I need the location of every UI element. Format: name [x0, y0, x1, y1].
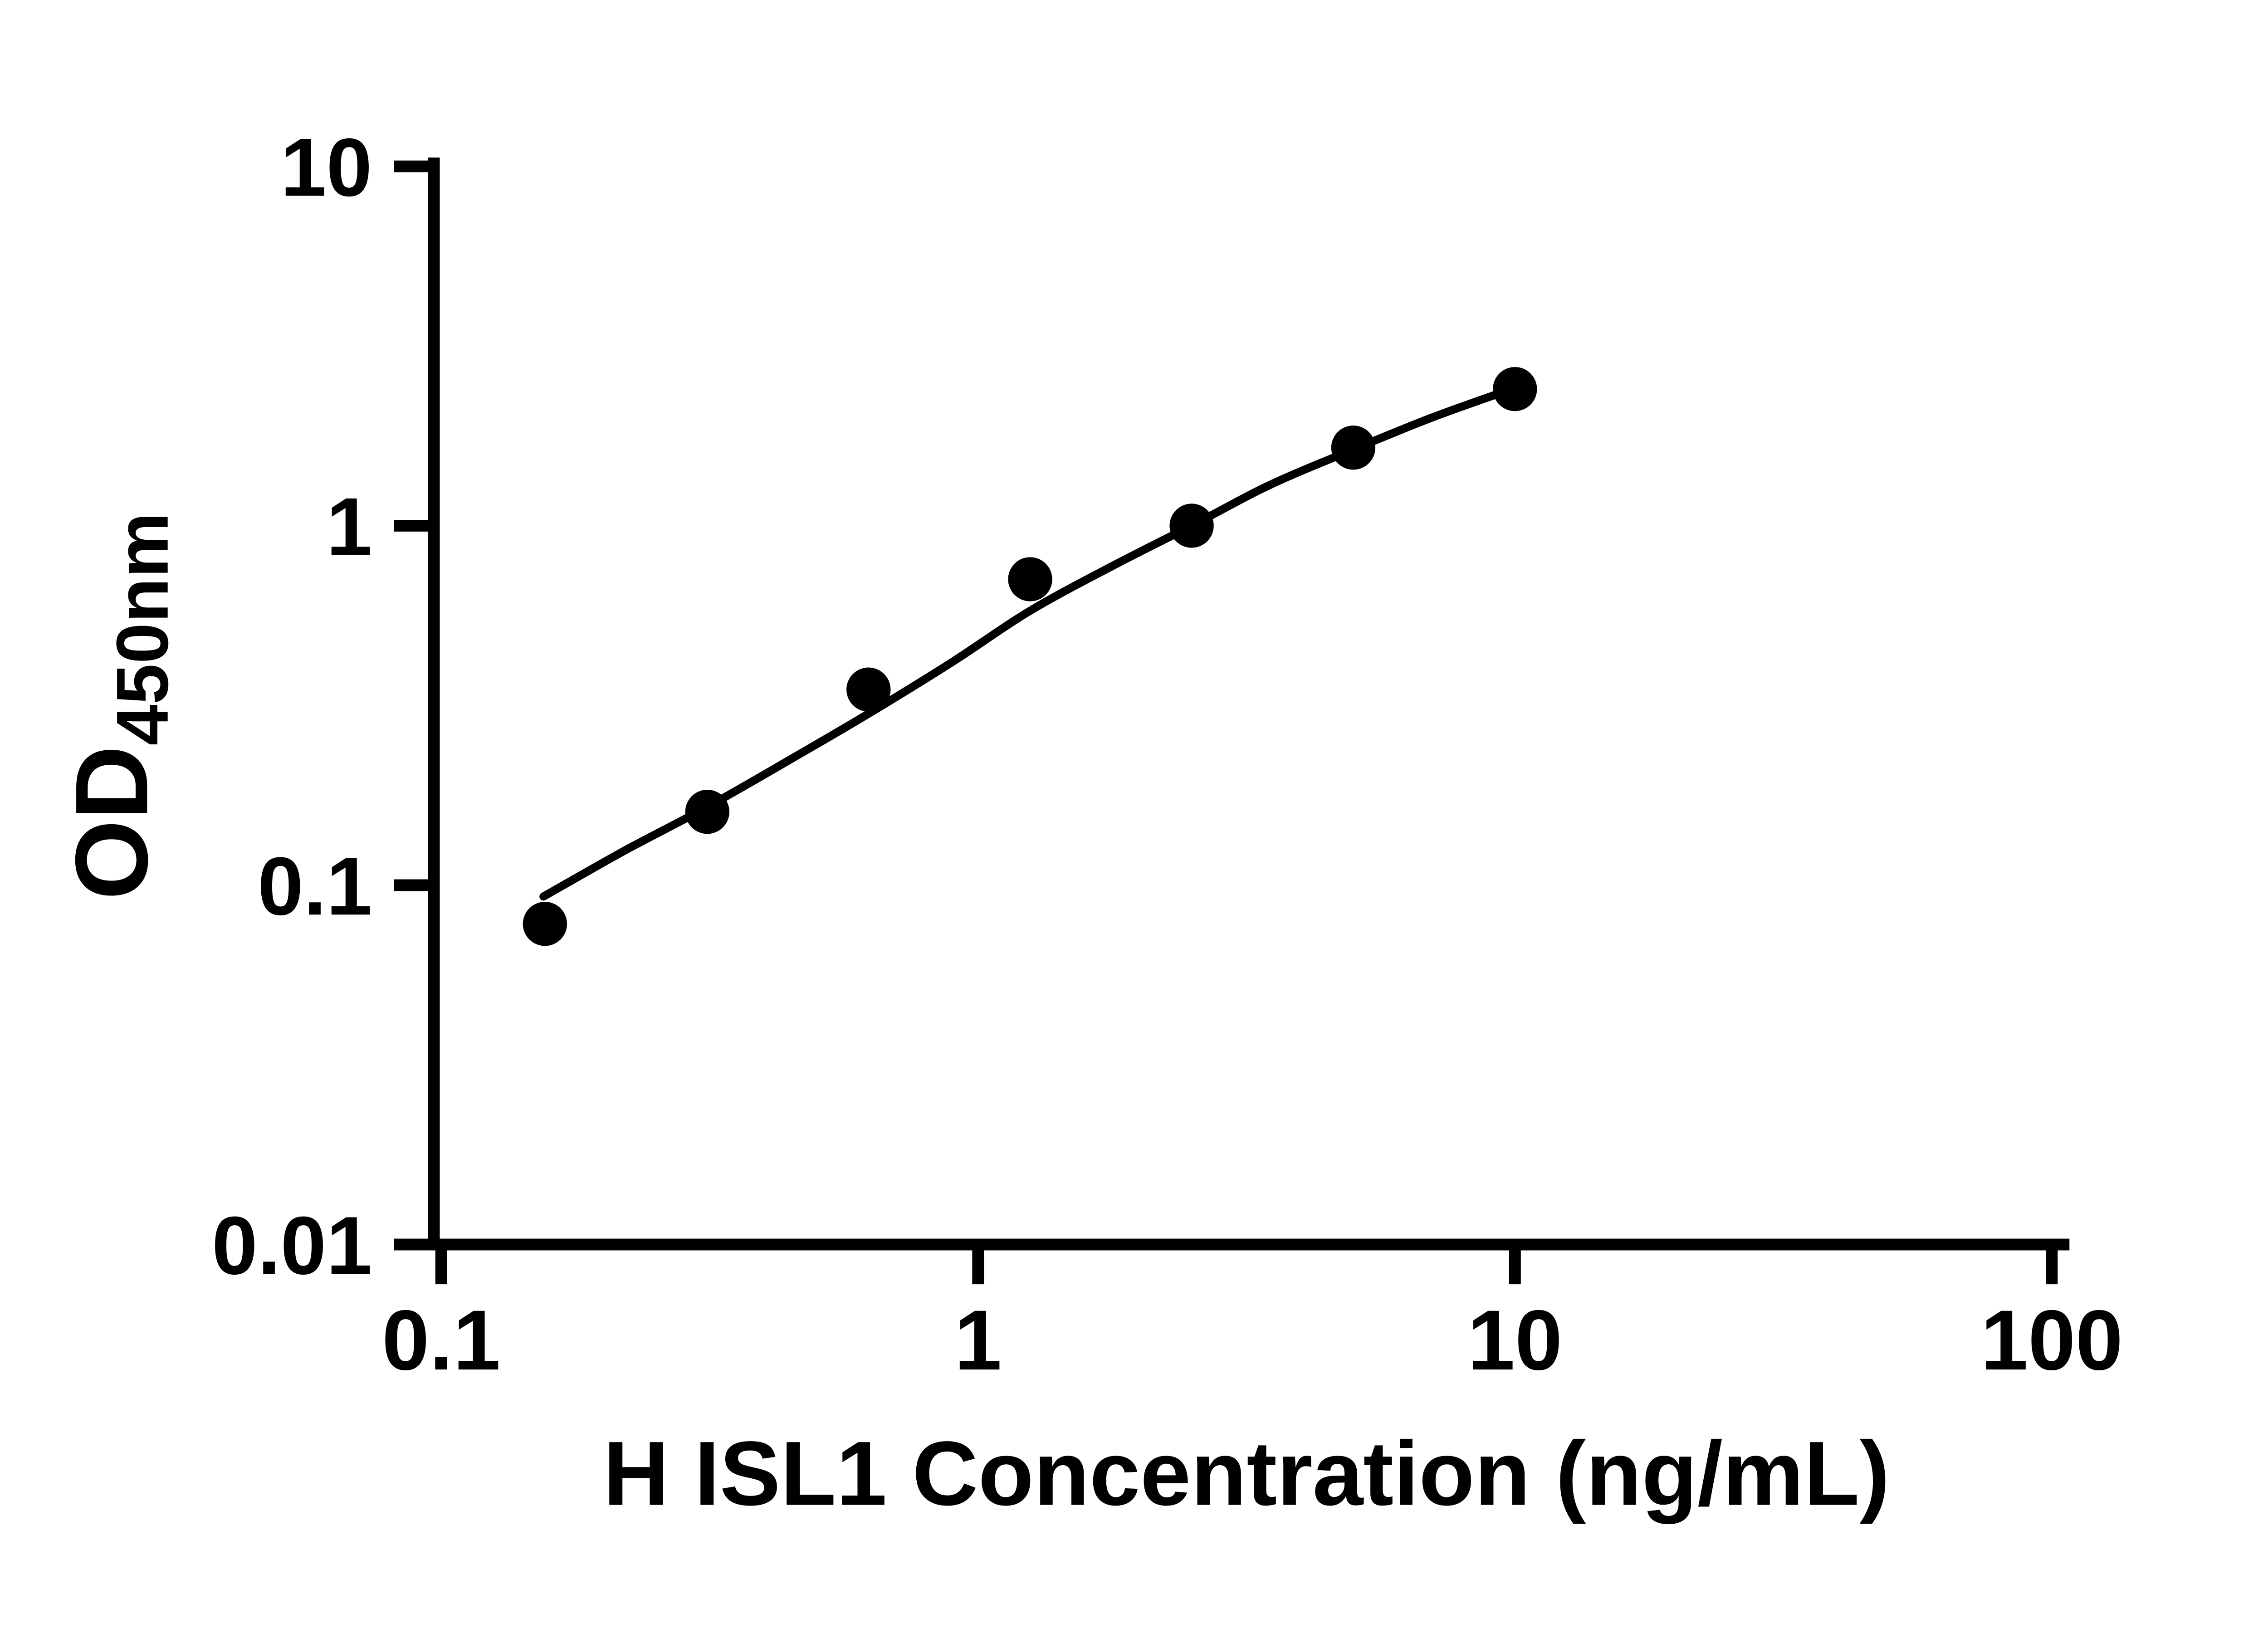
data-point [523, 902, 567, 946]
x-axis-title: H ISL1 Concentration (ng/mL) [603, 1423, 1890, 1525]
data-point [1008, 557, 1052, 601]
data-point [1493, 367, 1537, 411]
y-axis-title-subscript: 450nm [102, 513, 184, 746]
data-point [685, 789, 729, 834]
y-axis-title: OD450nm [54, 513, 183, 900]
y-tick-label: 1 [326, 481, 372, 573]
data-point [1331, 425, 1376, 470]
x-tick-label: 100 [1980, 1292, 2123, 1388]
data-point [1169, 504, 1214, 548]
data-point [846, 667, 891, 712]
y-tick-label: 0.01 [212, 1200, 372, 1291]
x-tick-label: 1 [954, 1292, 1002, 1388]
x-tick-label: 0.1 [382, 1292, 500, 1388]
y-axis-title-main: OD [54, 745, 169, 900]
y-tick-label: 10 [280, 122, 372, 214]
y-tick-label: 0.1 [258, 841, 372, 932]
x-tick-label: 10 [1467, 1292, 1562, 1388]
